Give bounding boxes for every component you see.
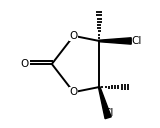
Text: Cl: Cl: [132, 36, 142, 46]
Text: O: O: [21, 59, 29, 69]
Text: Cl: Cl: [103, 108, 113, 118]
Polygon shape: [99, 38, 131, 44]
Text: O: O: [69, 31, 78, 41]
Text: O: O: [69, 87, 78, 97]
Polygon shape: [98, 87, 111, 119]
